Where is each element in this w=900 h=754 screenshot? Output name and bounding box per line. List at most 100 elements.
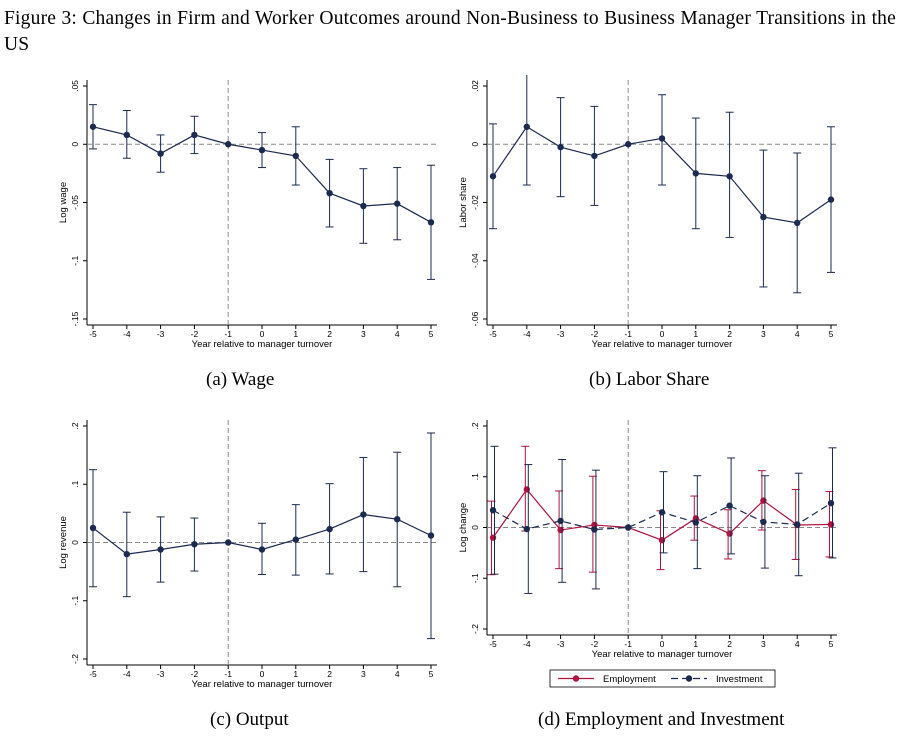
chart-svg-c: .2 .1 0 -.1 -.2 -5 -4 -3 -2 -1 0 1 2 3 4 5 Year relative… [58, 420, 437, 690]
y-tick-label: -.05 [70, 195, 80, 210]
y-tick-label: 0 [470, 525, 480, 530]
data-point [191, 131, 198, 139]
x-tick-label: -2 [591, 639, 599, 649]
data-point [225, 141, 232, 148]
x-tick-label: 0 [660, 329, 665, 339]
data-point [225, 539, 232, 546]
data-point [523, 486, 530, 493]
y-tick-label: .2 [70, 422, 80, 429]
x-tick-label: 3 [361, 669, 366, 679]
x-tick-label: 5 [429, 669, 434, 679]
x-axis-title: Year relative to manager turnover [192, 339, 333, 350]
x-tick-label: -5 [89, 329, 97, 339]
caption-c: (c) Output [210, 709, 289, 730]
y-tick-label: -.06 [470, 311, 480, 326]
data-point [157, 546, 164, 553]
x-tick-label: 1 [693, 639, 698, 649]
data-point [692, 519, 699, 526]
data-point [692, 170, 699, 177]
x-tick-label: 5 [429, 329, 434, 339]
x-tick-label: -3 [157, 669, 165, 679]
x-tick-label: -4 [123, 329, 131, 339]
chart-svg-d: .2 .1 0 -.1 -.2 -5 -4 -3 -2 -1 0 1 2 3 4 5 Year relative… [458, 420, 837, 688]
x-tick-label: -4 [523, 329, 531, 339]
data-point [489, 173, 497, 180]
data-point [658, 509, 666, 516]
x-tick-label: -3 [557, 639, 565, 649]
legend-label: Investment [716, 674, 763, 685]
y-axis-title: Log revenue [58, 516, 69, 569]
legend-swatch-point [685, 675, 693, 682]
data-point [326, 189, 333, 197]
data-point [625, 524, 632, 531]
x-tick-label: -2 [591, 329, 599, 339]
y-tick-label: .05 [70, 80, 80, 92]
x-tick-label: 4 [795, 329, 800, 339]
data-point [89, 123, 97, 130]
y-tick-label: .1 [70, 480, 80, 487]
y-axis-title: Labor share [458, 177, 469, 228]
y-tick-label: -.2 [70, 654, 80, 664]
x-tick-label: 2 [727, 639, 732, 649]
data-point [827, 521, 835, 528]
data-point [489, 507, 497, 514]
data-point [292, 152, 299, 160]
y-tick-label: .02 [470, 80, 480, 92]
x-tick-label: 3 [761, 639, 766, 649]
legend-label: Employment [603, 674, 656, 685]
series-estimate [89, 104, 435, 280]
x-tick-label: 2 [327, 669, 332, 679]
y-tick-label: 0 [70, 540, 80, 545]
y-tick-label: -.2 [470, 624, 480, 634]
x-tick-label: 4 [395, 669, 400, 679]
series-investment [489, 445, 837, 594]
legend-swatch-point [572, 675, 580, 682]
x-tick-label: 3 [361, 329, 366, 339]
x-tick-label: 3 [761, 329, 766, 339]
x-axis-title: Year relative to manager turnover [592, 339, 733, 350]
data-point [427, 532, 435, 539]
x-tick-label: 1 [293, 329, 298, 339]
data-point [827, 499, 835, 507]
x-tick-label: 2 [327, 329, 332, 339]
data-point [292, 536, 299, 543]
data-point [89, 524, 97, 532]
panel-labor-share: .02 0 -.02 -.04 -.06 -5 -4 -3 -2 -1 0 1 2 3 4 5 Year rel… [455, 70, 845, 365]
data-point [726, 530, 733, 537]
x-tick-label: -3 [157, 329, 165, 339]
data-point [625, 141, 632, 148]
x-tick-label: -1 [224, 329, 232, 339]
x-tick-label: -2 [191, 669, 199, 679]
x-tick-label: -5 [89, 669, 97, 679]
x-tick-label: 1 [693, 329, 698, 339]
x-tick-label: 5 [829, 329, 834, 339]
data-point [258, 146, 266, 154]
data-point [760, 213, 767, 221]
panel-employment-investment: .2 .1 0 -.1 -.2 -5 -4 -3 -2 -1 0 1 2 3 4 5 Year relative… [455, 415, 845, 705]
y-tick-label: 0 [70, 142, 80, 147]
x-tick-label: -4 [523, 639, 531, 649]
y-tick-label: -.1 [470, 573, 480, 583]
x-tick-label: 4 [795, 639, 800, 649]
y-axis-title: Log wage [58, 182, 69, 223]
data-point [360, 511, 367, 518]
chart-svg-a: .05 0 -.05 -.1 -.15 -5 -4 -3 -2 -1 0 1 2 3 4 5 Year rela… [58, 80, 437, 350]
x-tick-label: 0 [660, 639, 665, 649]
series-estimate [489, 70, 835, 294]
x-tick-label: -5 [489, 639, 497, 649]
data-point [157, 150, 164, 157]
y-tick-label: -.04 [470, 253, 480, 268]
y-tick-label: -.1 [70, 596, 80, 606]
y-tick-label: -.1 [70, 256, 80, 266]
y-axis-title: Log change [458, 503, 469, 553]
data-point [123, 131, 130, 139]
panel-output: .2 .1 0 -.1 -.2 -5 -4 -3 -2 -1 0 1 2 3 4 5 Year relative… [55, 415, 445, 705]
x-tick-label: 0 [260, 329, 265, 339]
x-tick-label: 2 [727, 329, 732, 339]
data-point [326, 525, 333, 533]
data-point [557, 517, 564, 525]
data-point [726, 173, 733, 180]
figure-title: Figure 3: Changes in Firm and Worker Out… [4, 8, 896, 55]
x-tick-label: -4 [123, 669, 131, 679]
y-tick-label: .2 [470, 422, 480, 429]
